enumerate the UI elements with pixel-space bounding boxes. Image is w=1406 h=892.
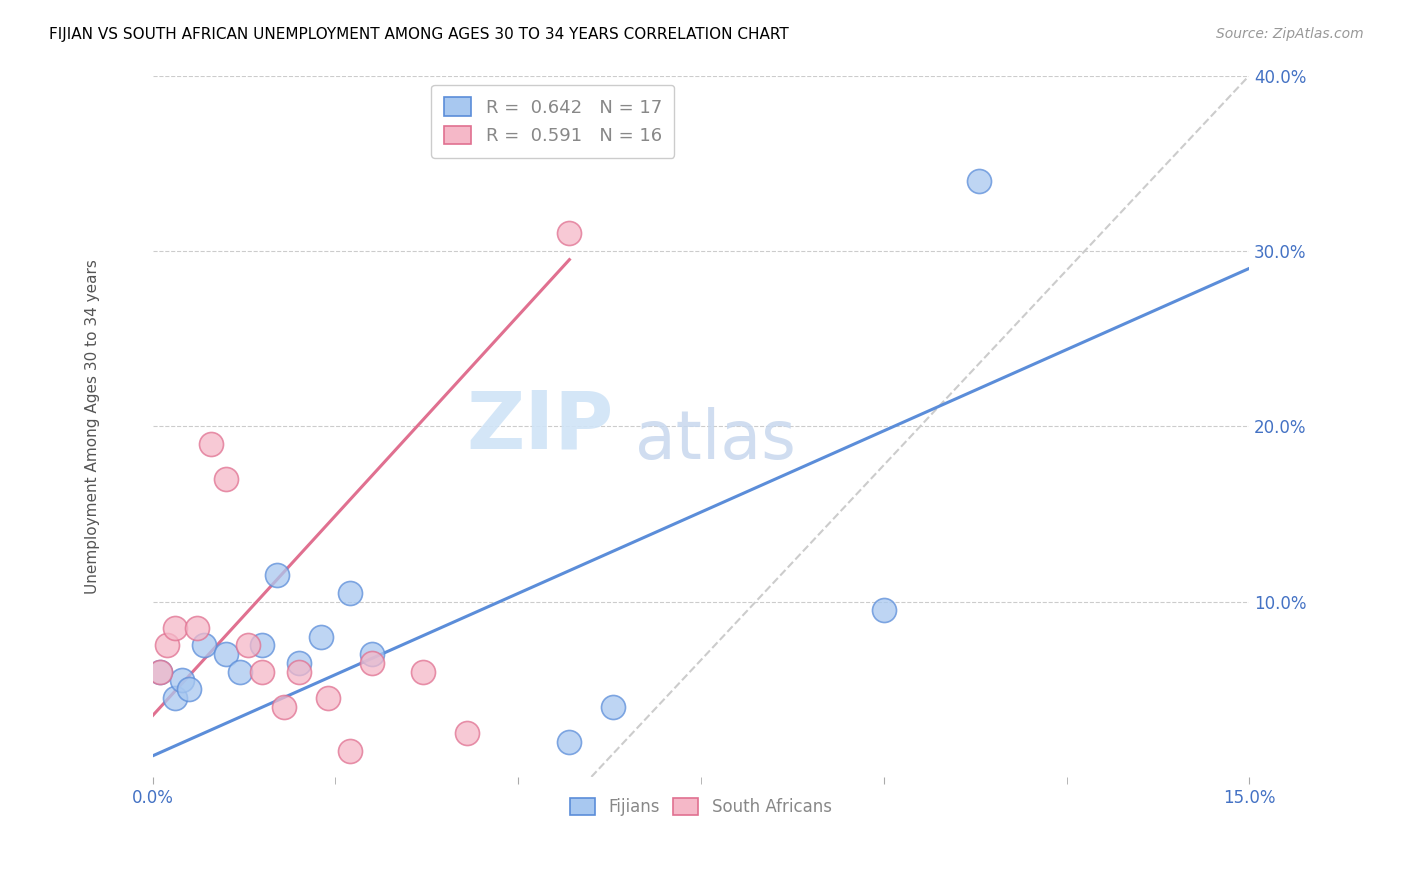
Point [339,743,361,757]
Text: Source: ZipAtlas.com: Source: ZipAtlas.com [1216,27,1364,41]
Point [215,472,238,486]
Point [215,647,238,661]
Point [316,690,339,705]
Point [967,174,990,188]
Text: ZIP: ZIP [465,387,613,466]
Point [558,227,581,241]
Point [273,699,295,714]
Text: atlas: atlas [636,408,796,474]
Point [170,673,193,688]
Text: FIJIAN VS SOUTH AFRICAN UNEMPLOYMENT AMONG AGES 30 TO 34 YEARS CORRELATION CHART: FIJIAN VS SOUTH AFRICAN UNEMPLOYMENT AMO… [49,27,789,42]
Point [558,735,581,749]
Point [252,639,274,653]
Point [361,647,384,661]
Point [149,665,172,679]
Point [288,665,311,679]
Point [229,665,252,679]
Legend: Fijians, South Africans: Fijians, South Africans [562,789,841,824]
Point [200,436,222,450]
Point [266,568,288,582]
Point [163,621,186,635]
Point [288,656,311,670]
Point [873,603,896,617]
Point [252,665,274,679]
Point [186,621,208,635]
Point [179,682,201,697]
Point [456,726,478,740]
Point [412,665,434,679]
Point [602,699,624,714]
Point [156,639,179,653]
Point [163,690,186,705]
Point [339,586,361,600]
Point [361,656,384,670]
Point [149,665,172,679]
Point [193,639,215,653]
Point [236,639,259,653]
Text: Unemployment Among Ages 30 to 34 years: Unemployment Among Ages 30 to 34 years [84,259,100,594]
Point [309,630,332,644]
